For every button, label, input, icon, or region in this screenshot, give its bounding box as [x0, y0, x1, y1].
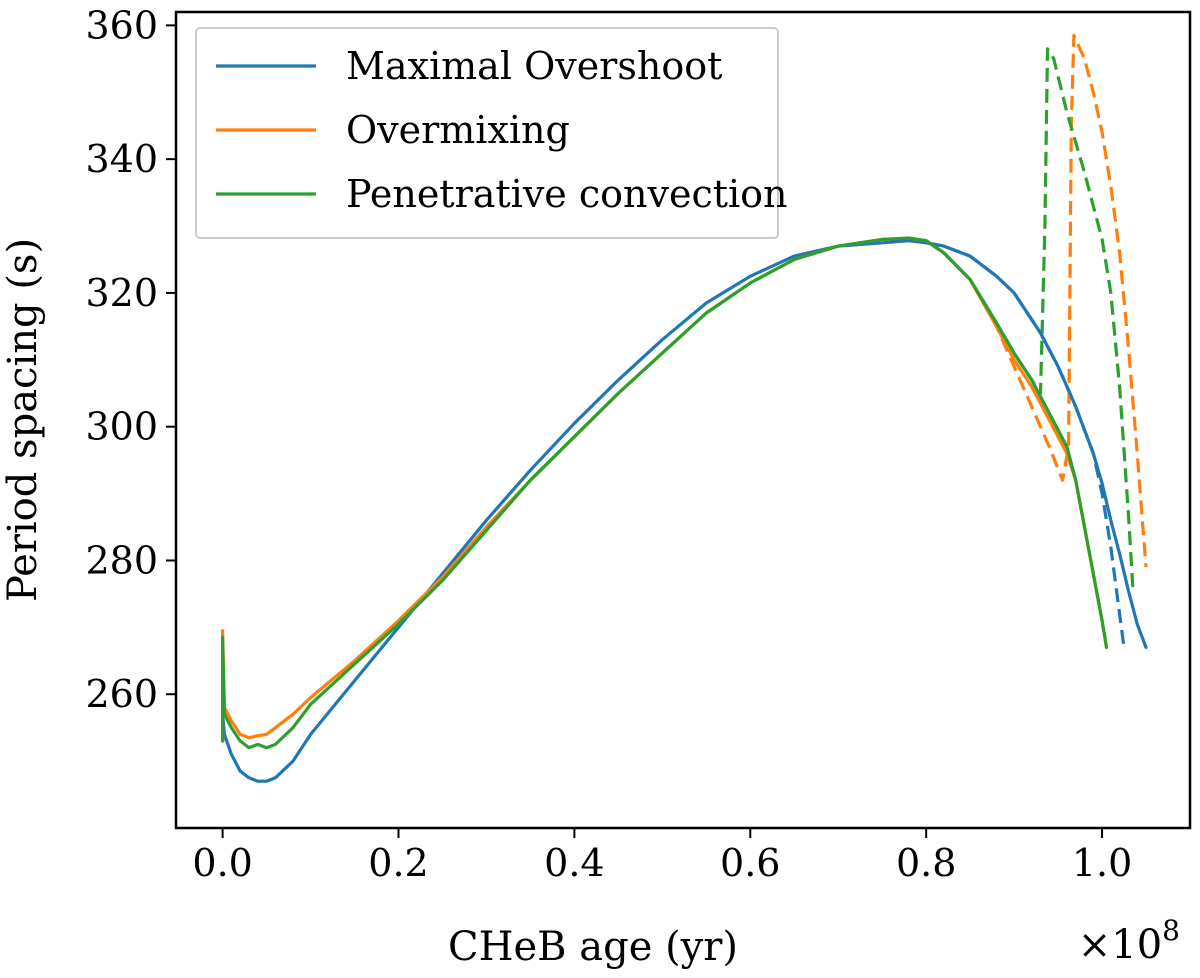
- series-line-maximal-overshoot: [221, 239, 1148, 783]
- x-tick-label: 0.2: [368, 841, 428, 885]
- x-tick-label: 0.6: [720, 841, 780, 885]
- legend-label-overmixing: Overmixing: [346, 108, 570, 152]
- series-group: [221, 33, 1148, 783]
- legend: Maximal Overshoot Overmixing Penetrative c…: [195, 27, 788, 239]
- y-tick-label: 260: [85, 672, 158, 716]
- x-axis-multiplier-exponent: 8: [1162, 914, 1180, 947]
- y-axis-label: Period spacing (s): [0, 238, 46, 602]
- axes: 0.0 0.2 0.4 0.6 0.8 1.0 260 280 300 320 340 360 CHeB…: [0, 3, 1192, 970]
- y-tick-label: 280: [85, 538, 158, 582]
- x-axis-label: CHeB age (yr): [448, 924, 738, 970]
- x-tick-label: 0.0: [192, 841, 252, 885]
- y-tick-label: 300: [85, 405, 158, 449]
- x-tick-label: 0.4: [544, 841, 604, 885]
- x-tick-label: 0.8: [896, 841, 956, 885]
- y-tick-label: 340: [85, 137, 158, 181]
- x-tick-label: 1.0: [1072, 841, 1132, 885]
- y-tick-label: 320: [85, 271, 158, 315]
- y-tick-label: 360: [85, 3, 158, 47]
- plot-area: [221, 33, 1148, 783]
- legend-label-maximal-overshoot: Maximal Overshoot: [346, 44, 722, 88]
- series-line-penetrative-convection: [221, 236, 1109, 750]
- legend-label-penetrative-convection: Penetrative convection: [346, 172, 788, 216]
- legend-box: [195, 27, 779, 239]
- axes-frame: [174, 10, 1192, 830]
